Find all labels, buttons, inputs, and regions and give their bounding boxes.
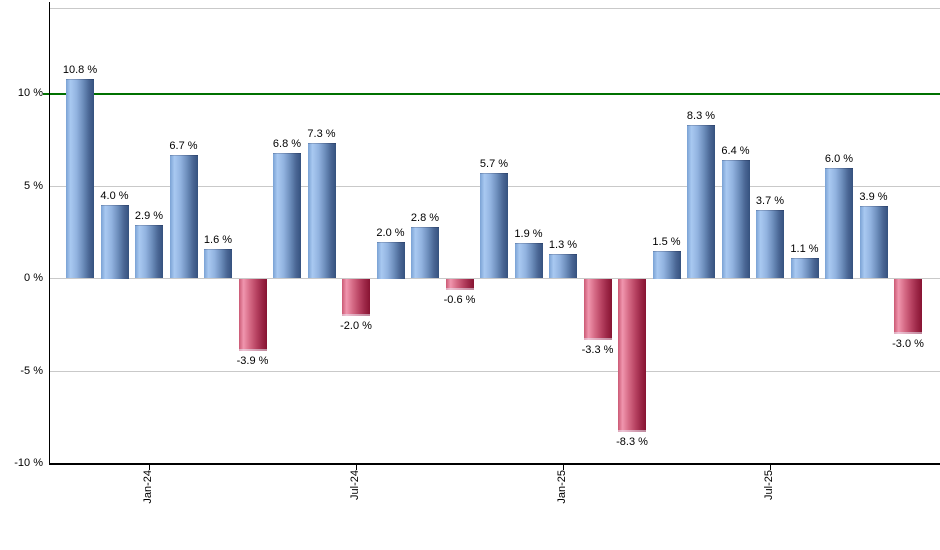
bar-value-label: 7.3 % <box>307 128 336 141</box>
x-tick <box>769 464 771 470</box>
bar-value-label: 2.9 % <box>134 209 164 222</box>
bar-10 <box>376 241 405 279</box>
bar-16 <box>583 278 612 340</box>
y-tick-label: 10 % <box>17 87 43 99</box>
x-tick-label: Jul-25 <box>762 470 775 500</box>
bar-value-label: -3.9 % <box>236 354 269 367</box>
bar-23 <box>825 167 853 279</box>
x-tick-label: Jan-25 <box>555 470 568 504</box>
bar-value-label: 10.8 % <box>62 63 98 76</box>
bar-5 <box>204 248 232 279</box>
bar-value-label: 6.7 % <box>169 139 198 152</box>
bar-19 <box>687 124 715 279</box>
bar-value-label: -0.6 % <box>443 293 476 306</box>
bar-22 <box>790 258 819 279</box>
bar-value-label: -2.0 % <box>340 319 372 332</box>
bar-13 <box>480 173 508 279</box>
bar-8 <box>307 143 336 279</box>
bar-25 <box>894 278 922 334</box>
bar-value-label: 3.9 % <box>859 191 888 204</box>
bar-value-label: 6.8 % <box>272 137 302 150</box>
gridline--5pct <box>50 370 940 372</box>
bar-value-label: 4.0 % <box>100 189 129 202</box>
bar-value-label: -8.3 % <box>616 436 648 449</box>
bar-value-label: 1.6 % <box>203 233 233 246</box>
bar-14 <box>514 243 543 279</box>
bar-value-label: -3.0 % <box>892 338 924 350</box>
bar-value-label: 6.0 % <box>824 152 854 165</box>
x-tick-label: Jul-24 <box>348 470 361 500</box>
bar-value-label: 5.7 % <box>479 158 509 171</box>
x-tick <box>562 464 564 470</box>
x-tick <box>355 464 357 470</box>
gridline-0pct <box>50 278 940 279</box>
bar-24 <box>859 206 888 279</box>
bar-18 <box>652 250 681 279</box>
benchmark-line-10pct <box>43 93 940 95</box>
bar-value-label: -3.3 % <box>581 343 614 356</box>
bar-15 <box>549 254 577 279</box>
bar-value-label: 1.9 % <box>514 228 543 241</box>
y-tick-label: 0 % <box>24 272 43 284</box>
bar-6 <box>238 278 267 351</box>
bar-1 <box>66 78 94 279</box>
bar-value-label: 8.3 % <box>686 109 716 122</box>
bar-21 <box>756 210 784 279</box>
bar-value-label: 3.7 % <box>755 195 785 208</box>
bar-9 <box>342 278 370 316</box>
y-tick-label: -10 % <box>14 457 43 469</box>
x-tick <box>148 464 150 470</box>
x-axis-line <box>48 463 940 465</box>
y-tick-label: 5 % <box>24 179 43 192</box>
bar-4 <box>169 154 198 279</box>
bar-value-label: 1.5 % <box>652 235 681 248</box>
bar-value-label: 2.8 % <box>410 211 440 224</box>
bar-2 <box>100 204 129 279</box>
bar-value-label: 1.1 % <box>790 243 819 256</box>
bar-value-label: 1.3 % <box>548 239 578 252</box>
bar-value-label: 2.0 % <box>376 226 405 239</box>
bar-17 <box>618 278 646 433</box>
bar-value-label: 6.4 % <box>721 145 750 158</box>
y-axis-line <box>48 2 50 463</box>
plot-top-border <box>48 7 940 9</box>
bar-11 <box>411 226 439 279</box>
bar-20 <box>721 160 750 279</box>
bar-3 <box>135 224 163 279</box>
x-tick-label: Jan-24 <box>141 470 154 504</box>
y-tick-label: -5 % <box>20 364 43 377</box>
bar-12 <box>445 278 474 290</box>
bar-7 <box>273 152 301 279</box>
